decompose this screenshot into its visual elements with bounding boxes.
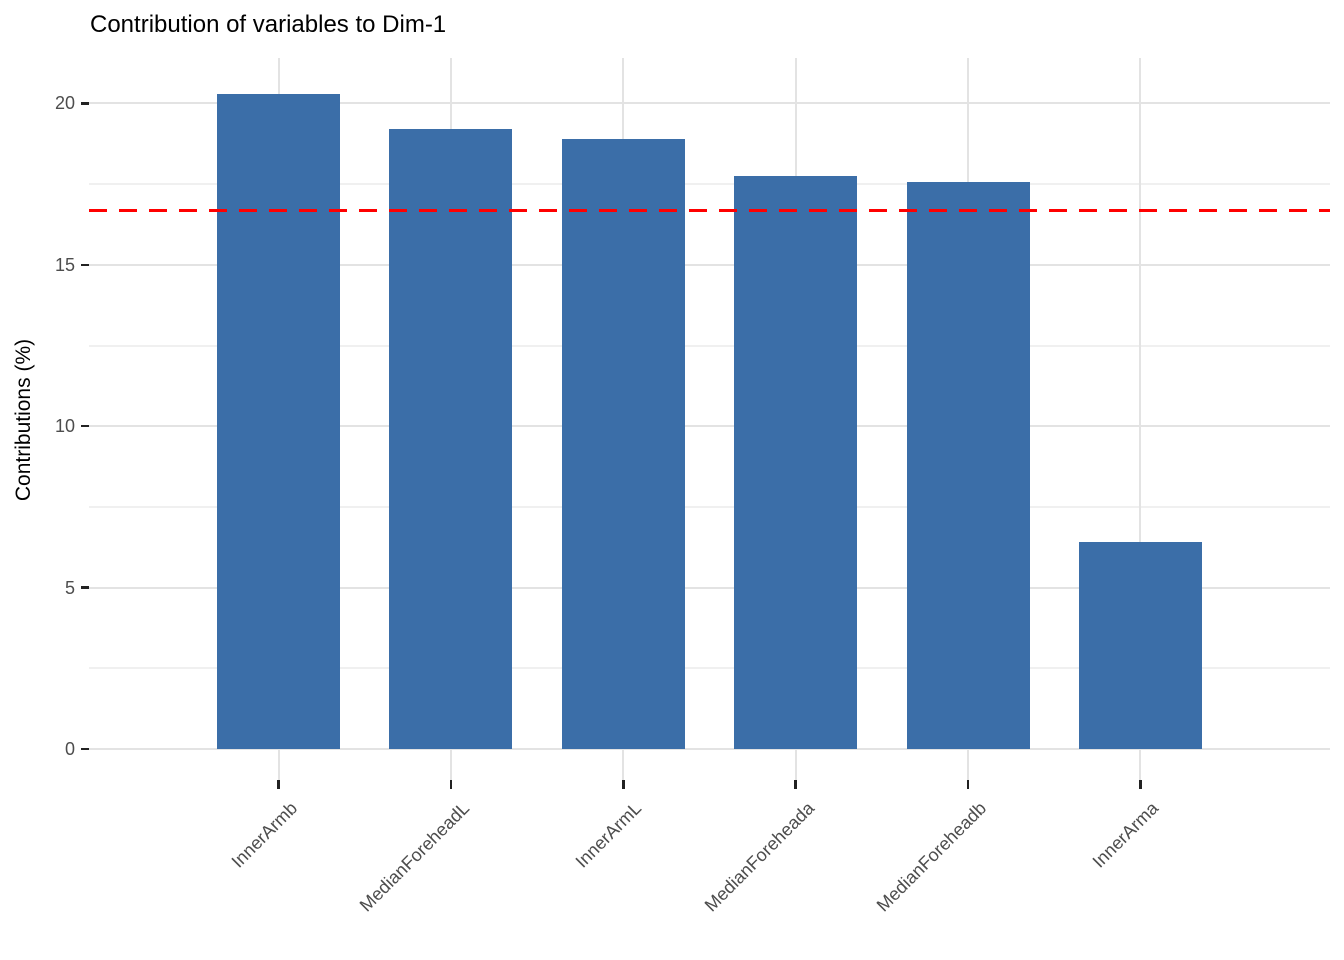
y-tick-label-5: 5 [64, 577, 75, 598]
gridline-minor-y17.5 [89, 183, 1330, 186]
x-tick-InnerArma [1139, 780, 1142, 789]
bar-MedianForeheada [734, 176, 858, 749]
gridline-minor-y12.5 [89, 344, 1330, 347]
gridline-major-y15 [89, 263, 1330, 266]
y-tick-5 [81, 586, 89, 589]
bar-InnerArmb [217, 93, 341, 749]
y-tick-label-15: 15 [54, 254, 75, 275]
bar-InnerArmL [561, 138, 685, 749]
x-tick-MedianForeheadL [449, 780, 453, 789]
y-tick-label-20: 20 [54, 93, 75, 114]
gridline-major-y10 [89, 425, 1330, 428]
bar-MedianForeheadb [906, 182, 1030, 749]
x-tick-InnerArmb [277, 780, 280, 789]
gridline-minor-y2.5 [89, 667, 1330, 670]
gridline-major-y0 [89, 748, 1330, 750]
y-tick-20 [81, 102, 89, 105]
gridline-category-5 [1139, 58, 1142, 782]
bar-InnerArma [1078, 542, 1202, 749]
x-tick-MedianForeheadb [966, 780, 970, 789]
y-tick-0 [81, 747, 89, 751]
reference-line [89, 209, 1330, 213]
plot-panel [89, 58, 1330, 782]
y-tick-15 [81, 263, 89, 267]
gridline-minor-y7.5 [89, 505, 1330, 508]
gridline-major-y20 [89, 102, 1330, 105]
x-tick-MedianForeheada [794, 780, 797, 789]
gridline-major-y5 [89, 586, 1330, 589]
x-tick-label-InnerArmb: InnerArmb [227, 798, 301, 872]
chart-title: Contribution of variables to Dim-1 [90, 11, 447, 38]
y-tick-label-0: 0 [64, 739, 75, 759]
y-tick-10 [81, 424, 89, 428]
y-tick-label-10: 10 [54, 416, 75, 437]
bar-MedianForeheadL [389, 129, 513, 749]
x-tick-InnerArmL [622, 780, 625, 789]
